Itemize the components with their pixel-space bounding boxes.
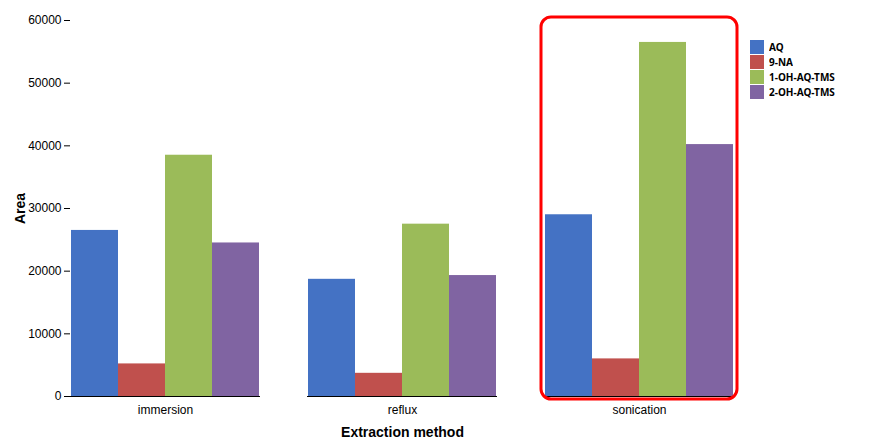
svg-text:20000: 20000 bbox=[28, 264, 62, 278]
svg-text:40000: 40000 bbox=[28, 139, 62, 153]
svg-text:sonication: sonication bbox=[612, 403, 666, 417]
svg-text:50000: 50000 bbox=[28, 76, 62, 90]
svg-text:immersion: immersion bbox=[138, 403, 193, 417]
svg-text:Area: Area bbox=[12, 193, 28, 224]
html-text:1-OH-AQ-TMS: 1-OH-AQ-TMS bbox=[769, 70, 835, 84]
html-text:AQ: AQ bbox=[769, 40, 784, 54]
svg-text:Extraction method: Extraction method bbox=[341, 424, 464, 440]
html-text:9-NA: 9-NA bbox=[769, 55, 793, 69]
svg-text:10000: 10000 bbox=[28, 327, 62, 341]
svg-text:0: 0 bbox=[55, 389, 62, 403]
svg-text:60000: 60000 bbox=[28, 13, 62, 27]
svg-text:30000: 30000 bbox=[28, 201, 62, 215]
html-text:2-OH-AQ-TMS: 2-OH-AQ-TMS bbox=[769, 85, 835, 99]
svg-text:reflux: reflux bbox=[388, 403, 417, 417]
